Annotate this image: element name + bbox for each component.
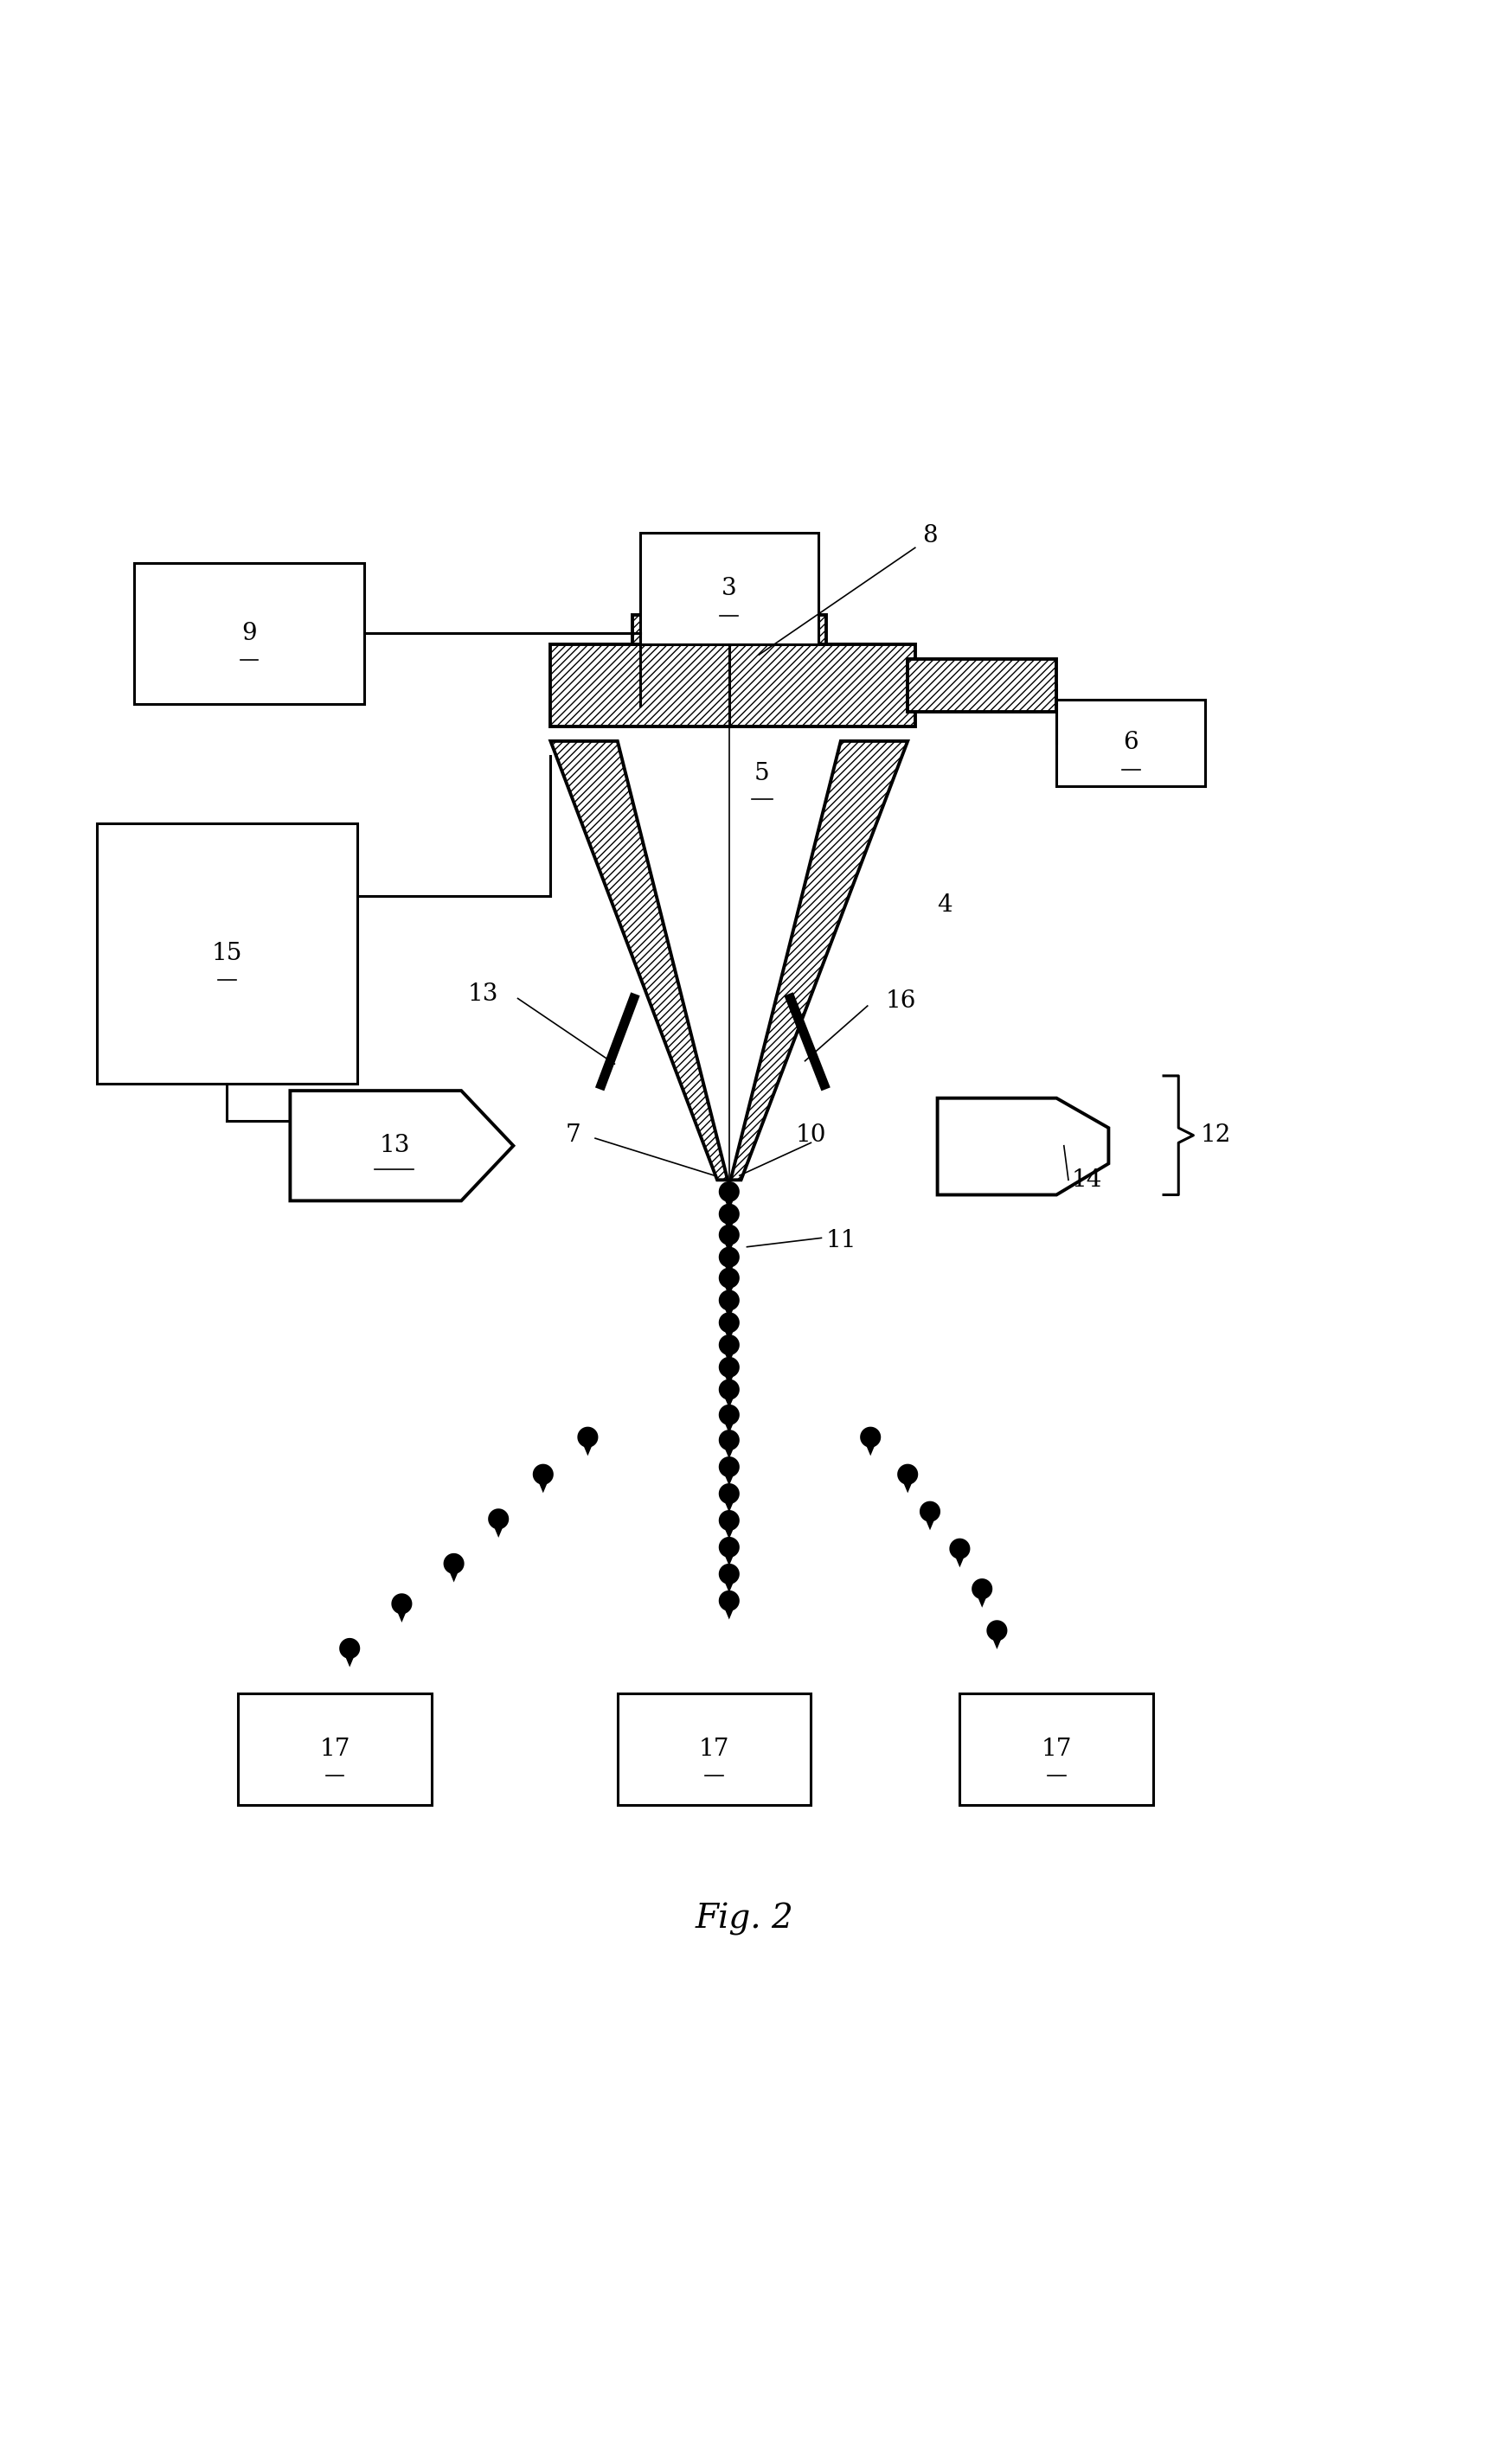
Polygon shape [723, 1473, 734, 1486]
Polygon shape [723, 1242, 734, 1254]
Polygon shape [723, 1284, 734, 1296]
Polygon shape [937, 1099, 1109, 1195]
Bar [97, 823, 357, 1084]
Polygon shape [723, 1395, 734, 1409]
Polygon shape [290, 1092, 513, 1200]
Polygon shape [723, 1220, 734, 1232]
Polygon shape [719, 1202, 740, 1225]
Polygon shape [577, 1427, 598, 1446]
Polygon shape [719, 1589, 740, 1611]
Polygon shape [723, 1607, 734, 1619]
Text: 13: 13 [467, 983, 498, 1005]
Polygon shape [926, 1518, 934, 1530]
Polygon shape [539, 1481, 548, 1493]
Polygon shape [723, 1328, 734, 1340]
Bar [640, 532, 818, 646]
Polygon shape [723, 1264, 734, 1276]
Bar [908, 660, 1056, 712]
Polygon shape [723, 1198, 734, 1210]
Polygon shape [339, 1639, 360, 1658]
Text: 4: 4 [937, 892, 952, 917]
Bar [632, 614, 826, 646]
Polygon shape [723, 1579, 734, 1592]
Bar [134, 562, 365, 705]
Text: 17: 17 [1042, 1737, 1071, 1762]
Polygon shape [719, 1289, 740, 1311]
Polygon shape [719, 1335, 740, 1355]
Polygon shape [719, 1266, 740, 1289]
Polygon shape [719, 1429, 740, 1451]
Polygon shape [719, 1483, 740, 1503]
Polygon shape [949, 1538, 970, 1560]
Bar [551, 646, 915, 727]
Polygon shape [902, 1481, 912, 1493]
Polygon shape [719, 1247, 740, 1266]
Polygon shape [488, 1508, 509, 1530]
Text: 13: 13 [379, 1133, 409, 1158]
Polygon shape [719, 1180, 740, 1202]
Polygon shape [719, 1313, 740, 1333]
Text: 7: 7 [565, 1124, 580, 1146]
Text: 17: 17 [320, 1737, 350, 1762]
Text: 3: 3 [722, 577, 737, 601]
Text: 8: 8 [923, 525, 937, 547]
Polygon shape [723, 1446, 734, 1459]
Polygon shape [719, 1225, 740, 1244]
Polygon shape [719, 1404, 740, 1424]
Polygon shape [533, 1464, 554, 1486]
Polygon shape [719, 1538, 740, 1557]
Polygon shape [551, 742, 728, 1180]
Polygon shape [494, 1525, 503, 1538]
Text: 6: 6 [1123, 732, 1138, 754]
Bar [960, 1693, 1153, 1804]
Polygon shape [583, 1444, 592, 1456]
Text: 12: 12 [1201, 1124, 1232, 1146]
Polygon shape [920, 1501, 940, 1523]
Polygon shape [866, 1444, 875, 1456]
Text: 5: 5 [754, 761, 769, 786]
Polygon shape [992, 1636, 1003, 1648]
Polygon shape [443, 1552, 464, 1574]
Polygon shape [396, 1609, 408, 1621]
Text: 10: 10 [796, 1124, 826, 1146]
Polygon shape [987, 1621, 1007, 1641]
Polygon shape [344, 1656, 354, 1668]
Text: 16: 16 [885, 991, 917, 1013]
Polygon shape [719, 1510, 740, 1530]
Text: 15: 15 [211, 941, 243, 966]
Text: 11: 11 [826, 1230, 857, 1252]
Polygon shape [719, 1565, 740, 1584]
Polygon shape [448, 1570, 458, 1582]
Polygon shape [723, 1501, 734, 1513]
Polygon shape [719, 1358, 740, 1377]
Polygon shape [723, 1350, 734, 1363]
Text: 9: 9 [241, 621, 257, 646]
Bar [618, 1693, 811, 1804]
Polygon shape [723, 1552, 734, 1567]
Text: 14: 14 [1071, 1168, 1103, 1193]
Text: Fig. 2: Fig. 2 [695, 1902, 793, 1937]
Bar [1056, 700, 1205, 786]
Polygon shape [723, 1306, 734, 1318]
Polygon shape [976, 1594, 988, 1607]
Polygon shape [860, 1427, 881, 1446]
Polygon shape [955, 1555, 964, 1567]
Polygon shape [897, 1464, 918, 1486]
Polygon shape [391, 1594, 412, 1614]
Polygon shape [731, 742, 908, 1180]
Polygon shape [723, 1372, 734, 1385]
Bar [238, 1693, 432, 1804]
Polygon shape [972, 1579, 992, 1599]
Polygon shape [719, 1380, 740, 1400]
Polygon shape [723, 1528, 734, 1540]
Polygon shape [723, 1422, 734, 1434]
Text: 17: 17 [699, 1737, 729, 1762]
Polygon shape [719, 1456, 740, 1478]
